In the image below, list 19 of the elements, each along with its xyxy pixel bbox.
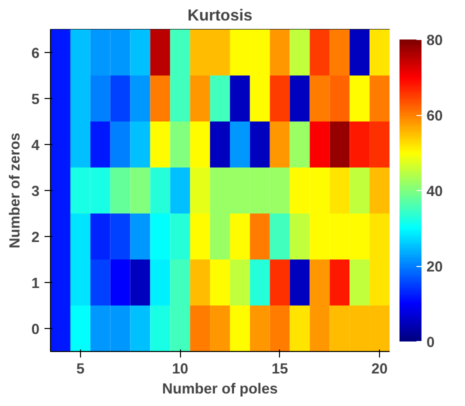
y-tick-label: 2	[31, 230, 40, 246]
y-tick-label: 0	[31, 322, 40, 338]
x-tick-label: 20	[371, 362, 388, 378]
color-bar-label: 20	[426, 260, 443, 276]
y-tick-label: 6	[31, 46, 40, 62]
y-tick-label: 5	[31, 92, 40, 108]
x-tick-label: 10	[172, 362, 188, 378]
color-bar-label: 0	[426, 335, 435, 351]
x-tick-label: 5	[76, 362, 84, 378]
y-tick-label: 1	[31, 276, 40, 292]
color-bar-label: 40	[426, 184, 443, 200]
x-tick-label: 15	[272, 362, 288, 378]
y-tick-label: 3	[31, 184, 40, 200]
color-bar-label: 60	[426, 108, 443, 124]
chart-title: Kurtosis	[188, 8, 253, 24]
color-bar-label: 80	[426, 33, 443, 49]
y-axis-title: Number of zeros	[7, 132, 24, 248]
x-axis-title: Number of poles	[162, 382, 278, 398]
y-tick-label: 4	[31, 138, 40, 154]
